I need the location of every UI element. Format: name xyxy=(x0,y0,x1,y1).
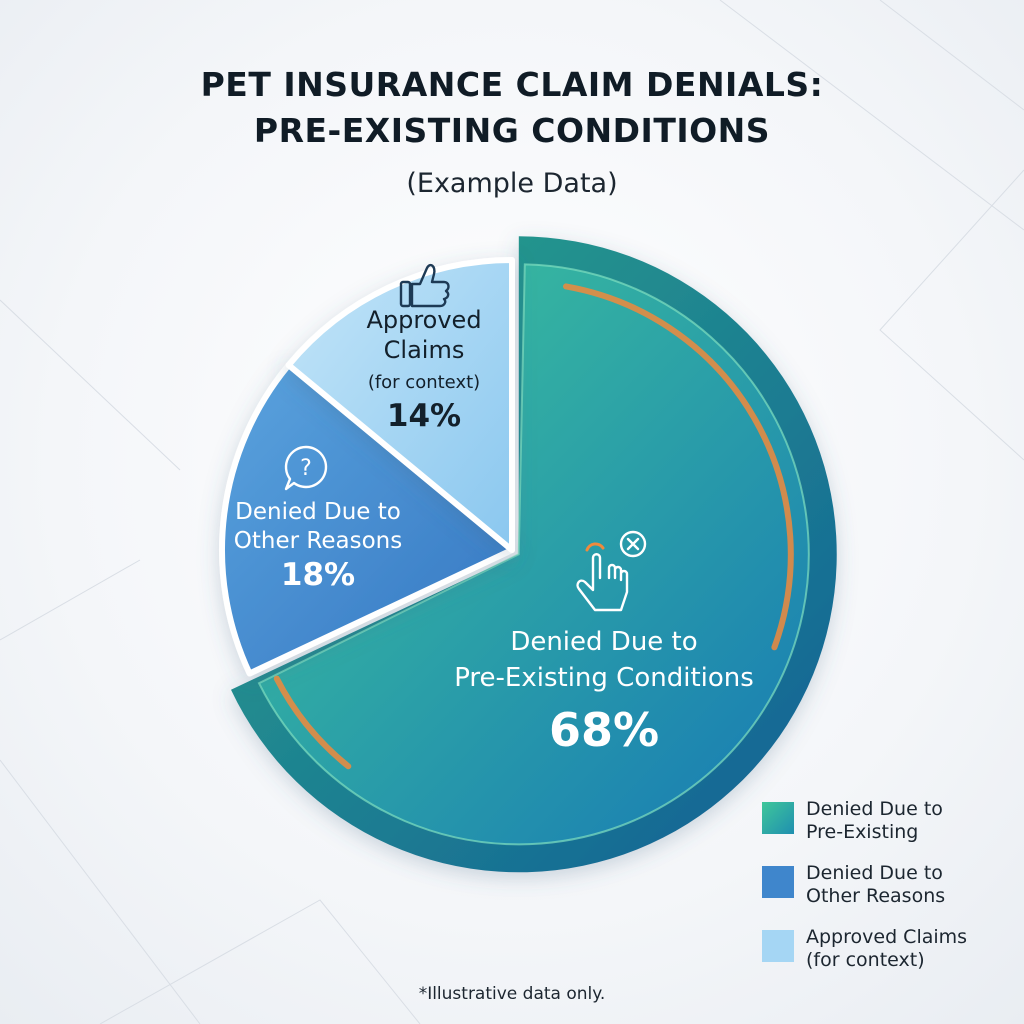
pie-slice-other-reasons xyxy=(219,362,515,677)
pie-slices xyxy=(219,236,837,873)
legend-item-approved: Approved Claims (for context) xyxy=(762,926,1012,972)
question-bubble-icon: ? xyxy=(284,445,328,491)
slice-label-other-reasons-line-1: Denied Due to xyxy=(235,499,401,525)
legend-item-other-reasons: Denied Due to Other Reasons xyxy=(762,862,1012,908)
slice-value-pre-existing: 68% xyxy=(549,703,659,757)
chart-title-line-1: PET INSURANCE CLAIM DENIALS: xyxy=(200,65,824,104)
pie-slice-pre-existing xyxy=(257,263,810,846)
slice-value-approved: 14% xyxy=(387,398,461,434)
thumbs-up-icon xyxy=(399,263,450,308)
legend-label-pre-existing: Denied Due to Pre-Existing xyxy=(806,798,943,843)
hand-tap-cross-icon xyxy=(576,530,647,612)
legend-label-approved: Approved Claims (for context) xyxy=(806,926,968,971)
legend-swatch-approved xyxy=(762,930,794,962)
chart-title: PET INSURANCE CLAIM DENIALS: PRE-EXISTIN… xyxy=(0,62,1024,154)
chart-legend: Denied Due to Pre-Existing Denied Due to… xyxy=(762,798,1012,990)
accent-arc-lower xyxy=(273,675,352,770)
pie-slice-approved xyxy=(285,257,515,553)
chart-title-line-2: PRE-EXISTING CONDITIONS xyxy=(253,111,771,150)
accent-arc-upper xyxy=(563,283,794,651)
slice-value-other-reasons: 18% xyxy=(281,557,355,593)
legend-item-pre-existing: Denied Due to Pre-Existing xyxy=(762,798,1012,844)
slice-label-approved-line-2: Claims xyxy=(384,336,465,364)
legend-swatch-other-reasons xyxy=(762,866,794,898)
legend-label-other-reasons: Denied Due to Other Reasons xyxy=(806,862,946,907)
slice-label-pre-existing: Denied Due to Pre-Existing Conditions 68% xyxy=(454,627,754,757)
slice-label-other-reasons: Denied Due to Other Reasons 18% xyxy=(234,499,402,593)
chart-subtitle: (Example Data) xyxy=(406,168,618,199)
footnote: *Illustrative data only. xyxy=(418,984,606,1004)
slice-label-pre-existing-line-1: Denied Due to xyxy=(510,627,697,657)
slice-label-other-reasons-line-2: Other Reasons xyxy=(234,528,402,554)
slice-label-pre-existing-line-2: Pre-Existing Conditions xyxy=(454,663,754,693)
slice-label-approved-line-3: (for context) xyxy=(368,372,480,393)
slice-label-approved-line-1: Approved xyxy=(366,306,481,334)
pie-accent-lines xyxy=(273,283,794,770)
pie-icons: ? xyxy=(284,263,647,612)
legend-swatch-pre-existing xyxy=(762,802,794,834)
svg-text:?: ? xyxy=(300,456,312,481)
